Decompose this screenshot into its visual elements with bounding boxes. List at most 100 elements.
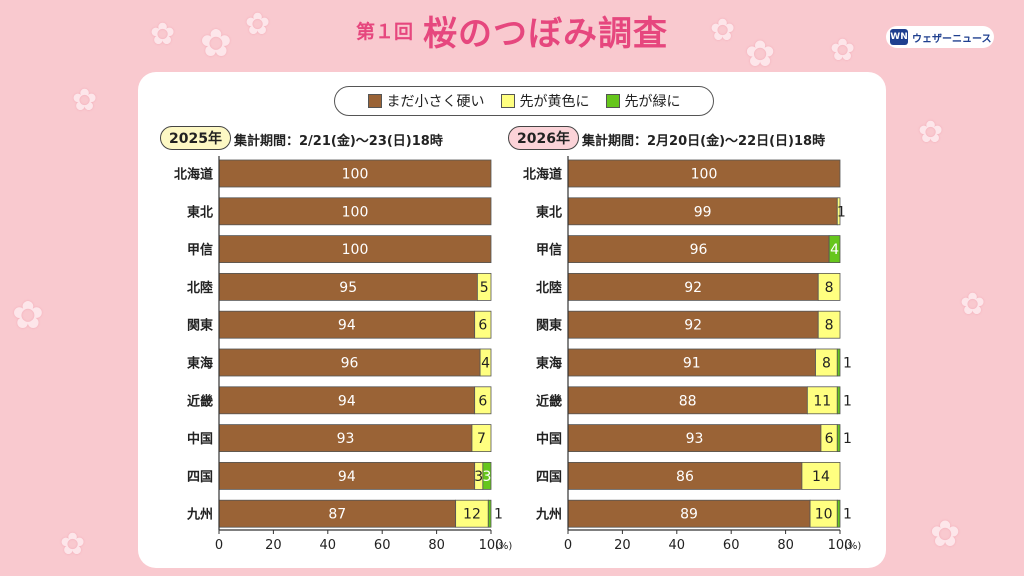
title-prefix: 第１回 (355, 21, 413, 43)
legend-swatch-green (605, 94, 620, 108)
legend-swatch-yellow (500, 94, 515, 108)
bar-segment (218, 159, 492, 188)
x-tick-label: 80 (777, 538, 794, 553)
data-label: 1 (843, 507, 852, 523)
data-label: 6 (825, 431, 834, 447)
data-label: 100 (342, 167, 369, 183)
data-label: 93 (337, 431, 355, 447)
bar-segment (218, 197, 492, 226)
x-tick-label: 100 (479, 538, 504, 553)
data-label: 92 (684, 318, 702, 334)
bar-segment (836, 197, 841, 226)
data-label: 93 (686, 431, 704, 447)
bar-segment (487, 499, 492, 528)
bar-segment (218, 272, 478, 301)
data-label: 4 (481, 356, 490, 372)
category-label: 関東 (187, 318, 213, 334)
category-label: 東海 (536, 356, 562, 372)
bar-segment (474, 386, 492, 415)
data-label: 89 (680, 507, 698, 523)
data-label: 8 (822, 356, 831, 372)
bar-segment (218, 424, 473, 453)
brand-logo-text: ウェザーニュース (912, 33, 992, 45)
data-label: 92 (684, 280, 702, 296)
blossom-decoration: ✿ (745, 34, 776, 75)
bar-segment (479, 348, 492, 377)
data-label: 5 (480, 280, 489, 296)
category-label: 東北 (187, 204, 213, 220)
data-label: 3 (474, 469, 483, 485)
bar-segment (471, 424, 492, 453)
bar-segment (817, 272, 841, 301)
x-axis-unit: (%) (495, 541, 512, 552)
x-tick-label: 100 (828, 538, 853, 553)
bar-segment (567, 197, 838, 226)
category-label: 中国 (187, 431, 213, 447)
x-tick-label: 40 (320, 538, 337, 553)
bar-segment (809, 499, 838, 528)
category-label: 近畿 (187, 393, 213, 409)
category-label: 中国 (536, 431, 562, 447)
blossom-decoration: ✿ (710, 13, 736, 48)
category-label: 甲信 (187, 242, 213, 258)
bar-segment (474, 310, 492, 339)
data-label: 3 (482, 469, 491, 485)
category-label: 四国 (187, 470, 213, 485)
bar-segment (218, 386, 476, 415)
bar-segment (482, 461, 492, 490)
bar-segment (218, 461, 476, 490)
data-label: 87 (328, 507, 346, 523)
blossom-decoration: ✿ (12, 293, 44, 337)
x-tick-label: 0 (215, 538, 223, 553)
blossom-decoration: ✿ (150, 17, 176, 52)
bar-segment (218, 235, 492, 264)
x-tick-label: 60 (723, 538, 740, 553)
data-label: 8 (825, 280, 834, 296)
category-label: 九州 (535, 508, 562, 523)
category-label: 北陸 (536, 280, 562, 296)
data-label: 1 (837, 204, 846, 220)
bar-segment (567, 235, 830, 264)
x-tick-label: 20 (614, 538, 631, 553)
blossom-decoration: ✿ (245, 7, 271, 42)
bar-segment (801, 461, 841, 490)
blossom-decoration: ✿ (918, 115, 944, 150)
x-tick-label: 0 (564, 538, 572, 553)
bar-segment (567, 310, 819, 339)
data-label: 95 (339, 280, 357, 296)
category-label: 北海道 (523, 167, 562, 183)
category-label: 甲信 (536, 242, 562, 258)
bar-segment (806, 386, 838, 415)
bar-segment (455, 499, 489, 528)
data-label: 94 (338, 469, 356, 485)
category-label: 北陸 (187, 280, 213, 296)
chart-legend: まだ小さく硬い 先が黄色に 先が緑に (334, 86, 714, 116)
bar-segment (567, 499, 811, 528)
data-label: 99 (694, 204, 712, 220)
brand-logo: WN ウェザーニュース (886, 26, 994, 48)
data-label: 91 (683, 356, 701, 372)
data-label: 1 (843, 356, 852, 372)
data-label: 1 (843, 431, 852, 447)
year-badge-2025: 2025年 (160, 126, 231, 150)
category-label: 近畿 (536, 393, 562, 409)
blossom-decoration: ✿ (200, 21, 232, 65)
data-label: 100 (342, 204, 369, 220)
bar-segment (836, 348, 841, 377)
category-label: 東北 (536, 204, 562, 220)
data-label: 1 (494, 507, 503, 523)
legend-item-green: 先が緑に (605, 91, 681, 111)
data-label: 14 (812, 469, 830, 485)
data-label: 6 (478, 318, 487, 334)
bar-segment (836, 499, 841, 528)
legend-label: 先が緑に (624, 94, 681, 110)
data-label: 7 (477, 431, 486, 447)
category-label: 関東 (536, 318, 562, 334)
category-label: 四国 (536, 470, 562, 485)
x-tick-label: 60 (374, 538, 391, 553)
bar-segment (476, 272, 492, 301)
x-tick-label: 20 (265, 538, 282, 553)
bar-segment (567, 159, 841, 188)
data-label: 96 (341, 356, 359, 372)
